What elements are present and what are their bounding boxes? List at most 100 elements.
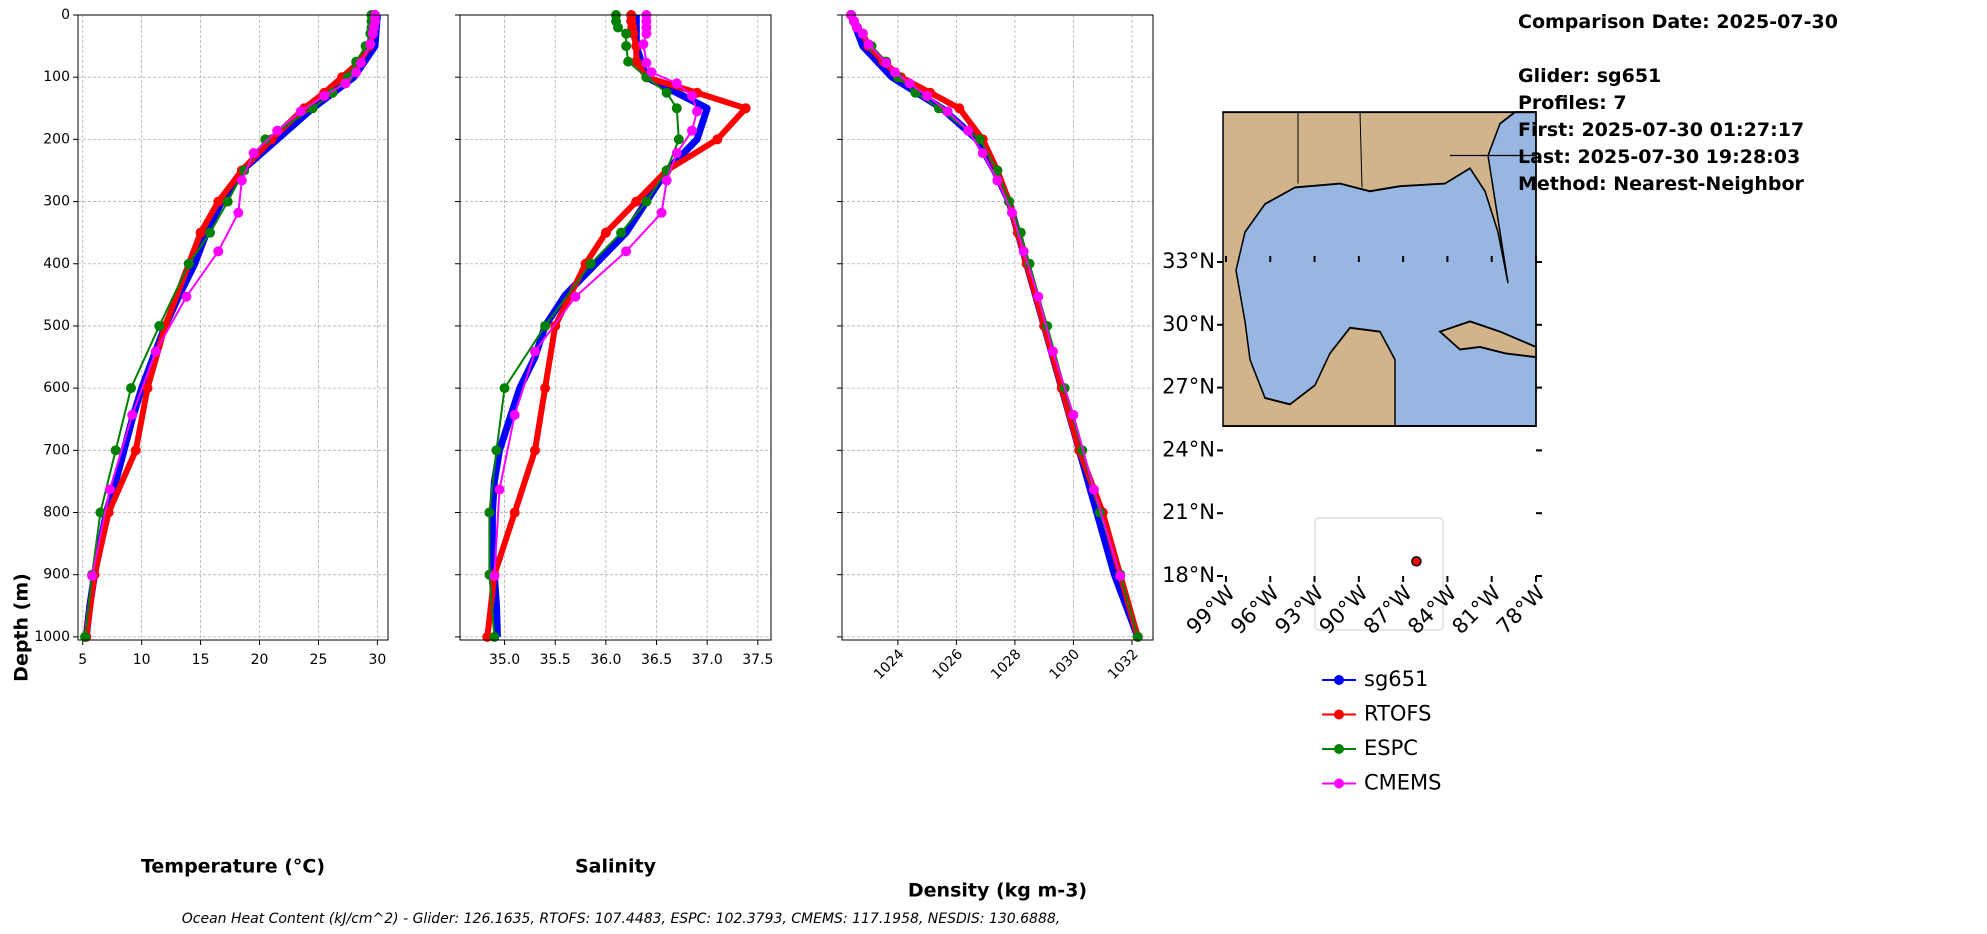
profile-point [340,78,351,89]
profile-point [628,28,639,39]
info-line: Last: 2025-07-30 19:28:03 [1518,146,1800,168]
profile-line [493,15,698,576]
x-axis-label: Density (kg m-3) [908,880,1087,902]
profile-point [621,41,632,52]
profile-point [181,291,192,302]
legend-marker [1334,675,1344,685]
x-tick-label: 1032 [1105,646,1142,683]
profile-point [942,106,953,117]
profile-point [963,125,974,136]
x-tick-label: 37.0 [692,652,723,668]
profile-point [509,409,520,420]
map-lon-label: 96°W [1226,581,1284,639]
axes-frame [77,14,389,641]
profile-point [222,196,233,207]
axes-frame [841,14,1154,641]
profile-point [195,227,206,238]
borders [1297,112,1536,188]
profile-point [621,28,632,39]
profile-point [110,445,121,456]
legend-marker [1334,744,1344,754]
legend-label: ESPC [1364,736,1418,760]
profile-point [712,134,723,145]
profile-point [183,258,194,269]
profile-point [80,631,91,642]
y-axis-label: Depth (m) [11,573,33,682]
profile-point [150,346,161,357]
profile-point [540,320,551,331]
profile-point [863,39,874,50]
y-tick-label: 900 [43,567,70,583]
info-line: Comparison Date: 2025-07-30 [1518,11,1838,33]
profile-point [142,383,153,394]
map-lon-label: 99°W [1182,581,1240,639]
x-tick-label: 30 [368,652,386,668]
profile-point [295,106,306,117]
profile-point [1088,484,1099,495]
map-lat-label: 21°N [1162,500,1215,524]
x-tick-label: 25 [310,652,328,668]
x-tick-label: 1024 [871,646,908,683]
profile-point [367,28,378,39]
profile-point [656,207,667,218]
profile-point [631,196,642,207]
x-tick-label: 36.0 [590,652,621,668]
profile-point [623,56,634,67]
profile-point [355,57,366,68]
profile-point [494,484,505,495]
map-lat-label: 33°N [1162,249,1215,273]
profile-point [489,570,500,581]
profile-point [127,409,138,420]
map-lat-label: 30°N [1162,312,1215,336]
profile-point [600,227,611,238]
map-lat-label: 18°N [1162,563,1215,587]
axes-frame [459,14,772,641]
footer: Ocean Heat Content (kJ/cm^2) - Glider: 1… [182,911,1060,927]
profile-point [236,175,247,186]
profile-point [570,291,581,302]
profile-point [154,320,165,331]
profile-point [692,106,703,117]
y-tick-label: 0 [61,7,70,23]
profile-point [499,383,510,394]
profile-point [104,484,115,495]
map-lat-label: 27°N [1162,375,1215,399]
x-tick-label: 5 [78,652,87,668]
x-axis-label: Salinity [575,856,657,878]
profile-point [686,90,697,101]
profile-point [87,570,98,581]
profile-point [954,103,965,114]
profile-point [889,67,900,78]
map-frame [1222,111,1537,427]
profile-point [1068,409,1079,420]
profile-point [686,125,697,136]
y-tick-label: 200 [43,131,70,147]
profile-point [213,246,224,257]
y-tick-label: 600 [43,380,70,396]
glider-position [1411,556,1422,567]
profile-point [641,196,652,207]
profile-point [319,90,330,101]
profile-point [621,246,632,257]
y-tick-label: 700 [43,442,70,458]
profile-point [1006,207,1017,218]
profile-point [661,175,672,186]
profile-point [95,507,106,518]
profile-point [126,383,137,394]
map-lon-label: 78°W [1492,581,1550,639]
profile-point [857,28,868,39]
x-tick-label: 36.5 [641,652,672,668]
y-tick-label: 100 [43,69,70,85]
profile-point [1047,346,1058,357]
profile-point [641,57,652,68]
profile-point [260,134,271,145]
profile-point [205,227,216,238]
info-line: First: 2025-07-30 01:27:17 [1518,119,1804,141]
profile-point [904,78,915,89]
profile-point [646,67,657,78]
legend-marker [1334,709,1344,720]
profile-point [351,67,362,78]
legend-box [1314,517,1444,631]
profile-point [671,103,682,114]
